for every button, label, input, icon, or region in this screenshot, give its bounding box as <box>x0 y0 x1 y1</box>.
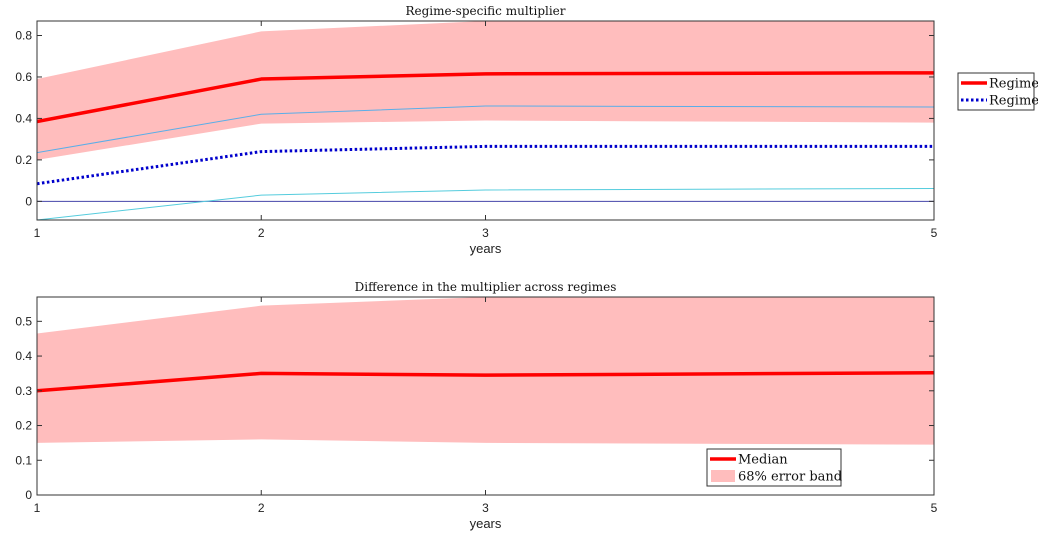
x-tick-label: 2 <box>258 501 265 515</box>
x-tick-label: 1 <box>34 501 41 515</box>
series-line-median <box>37 370 934 393</box>
y-tick-label: 0.2 <box>15 153 32 167</box>
bound-line-1 <box>37 105 934 154</box>
chart-title: Difference in the multiplier across regi… <box>355 280 617 294</box>
chart-panel-1: 0 0.2 0.4 0.6 0.8 1 2 3 5 Regime-specific multipl… <box>15 4 1038 256</box>
legend: Regime 1 Regime 2 <box>957 72 1038 111</box>
y-tick-label: 0.4 <box>15 349 32 363</box>
chart-title: Regime-specific multiplier <box>405 4 565 18</box>
x-tick-label: 1 <box>34 226 41 240</box>
legend: Median 68% error band <box>706 448 842 487</box>
x-tick-label: 5 <box>931 226 938 240</box>
y-tick-label: 0.6 <box>15 70 32 84</box>
y-tick-label: 0.8 <box>15 29 32 43</box>
y-tick-label: 0.3 <box>15 384 32 398</box>
legend-box <box>957 72 1035 111</box>
y-tick-label: 0.2 <box>15 419 32 433</box>
y-tick-label: 0.1 <box>15 453 32 467</box>
legend-label: Median <box>738 453 788 468</box>
legend-swatch-patch <box>711 470 735 482</box>
legend-label: Regime 1 <box>989 77 1038 92</box>
legend-label: Regime 2 <box>989 94 1038 109</box>
x-tick-label: 3 <box>482 501 489 515</box>
x-tick-label: 3 <box>482 226 489 240</box>
x-tick-label: 5 <box>931 501 938 515</box>
series-line-regime-1 <box>37 71 934 124</box>
error-band <box>37 297 934 445</box>
y-tick-label: 0.4 <box>15 111 32 125</box>
y-tick-label: 0 <box>25 488 32 502</box>
series-line-regime-2 <box>37 144 934 186</box>
chart-panel-2: 0 0.1 0.2 0.3 0.4 0.5 1 2 3 5 Difference in the mu… <box>15 280 937 531</box>
bound-line-2 <box>37 187 934 220</box>
legend-label: 68% error band <box>738 470 842 485</box>
plot-area <box>37 21 934 220</box>
x-axis-label: years <box>470 516 502 531</box>
y-tick-label: 0.5 <box>15 314 32 328</box>
plot-area <box>37 297 934 495</box>
x-axis-label: years <box>470 241 502 256</box>
y-tick-label: 0 <box>25 194 32 208</box>
x-tick-label: 2 <box>258 226 265 240</box>
error-band <box>37 21 934 160</box>
